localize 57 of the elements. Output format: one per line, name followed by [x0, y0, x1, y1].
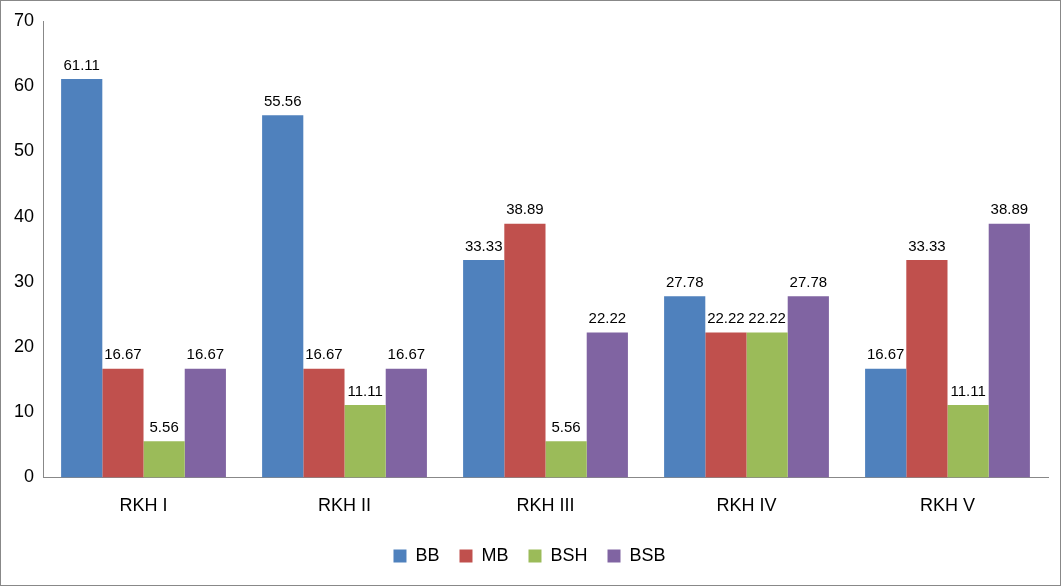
bar — [545, 441, 587, 478]
y-tick-label: 20 — [13, 335, 35, 356]
x-tick-label: RKH IV — [716, 495, 777, 516]
data-label: 61.11 — [63, 55, 100, 73]
bar — [463, 260, 505, 478]
bar — [705, 332, 747, 478]
legend-label: BB — [415, 544, 440, 565]
data-label: 5.56 — [149, 417, 179, 435]
bar — [344, 404, 386, 478]
data-label: 11.11 — [347, 381, 383, 399]
bar — [102, 368, 144, 478]
bar — [385, 368, 427, 478]
x-tick-label: RKH III — [516, 495, 575, 516]
legend-label: MB — [481, 544, 509, 565]
bar — [664, 296, 706, 478]
y-tick-label: 70 — [13, 9, 35, 30]
data-label: 38.89 — [506, 200, 544, 218]
data-label: 22.22 — [707, 309, 745, 327]
bar — [61, 78, 103, 478]
y-tick-label: 30 — [13, 270, 35, 291]
data-label: 11.11 — [950, 381, 986, 399]
data-label: 16.67 — [104, 345, 142, 363]
data-label: 55.56 — [263, 91, 302, 109]
y-tick-label: 60 — [13, 75, 35, 96]
bar — [947, 404, 989, 478]
data-label: 16.67 — [387, 345, 426, 363]
data-label: 38.89 — [990, 200, 1029, 218]
legend-label: BSH — [550, 544, 588, 565]
data-label: 33.33 — [908, 236, 946, 254]
x-tick-label: RKH II — [318, 495, 372, 516]
data-label: 16.67 — [305, 345, 343, 363]
data-label: 27.78 — [789, 272, 828, 290]
legend-label: BSB — [629, 544, 666, 565]
y-tick-label: 10 — [13, 401, 35, 422]
x-tick-label: RKH I — [119, 495, 168, 516]
bar — [504, 223, 546, 478]
bar — [746, 332, 788, 478]
y-tick-label: 0 — [24, 466, 35, 487]
data-label: 33.33 — [464, 236, 503, 254]
y-tick-label: 50 — [13, 140, 35, 161]
bar — [865, 368, 907, 478]
data-label: 22.22 — [588, 309, 627, 327]
y-tick-label: 40 — [13, 205, 35, 226]
bar — [303, 368, 345, 478]
data-label: 5.56 — [551, 417, 581, 435]
bar — [143, 441, 185, 478]
data-label: 22.22 — [748, 309, 786, 327]
data-label: 16.67 — [186, 345, 225, 363]
bar — [906, 260, 948, 478]
bar — [184, 368, 226, 478]
data-label: 27.78 — [665, 272, 704, 290]
x-tick-label: RKH V — [919, 495, 976, 516]
bar — [988, 223, 1030, 478]
data-label: 16.67 — [866, 345, 905, 363]
bar — [586, 332, 628, 478]
bar — [262, 115, 304, 478]
bar — [787, 296, 829, 478]
